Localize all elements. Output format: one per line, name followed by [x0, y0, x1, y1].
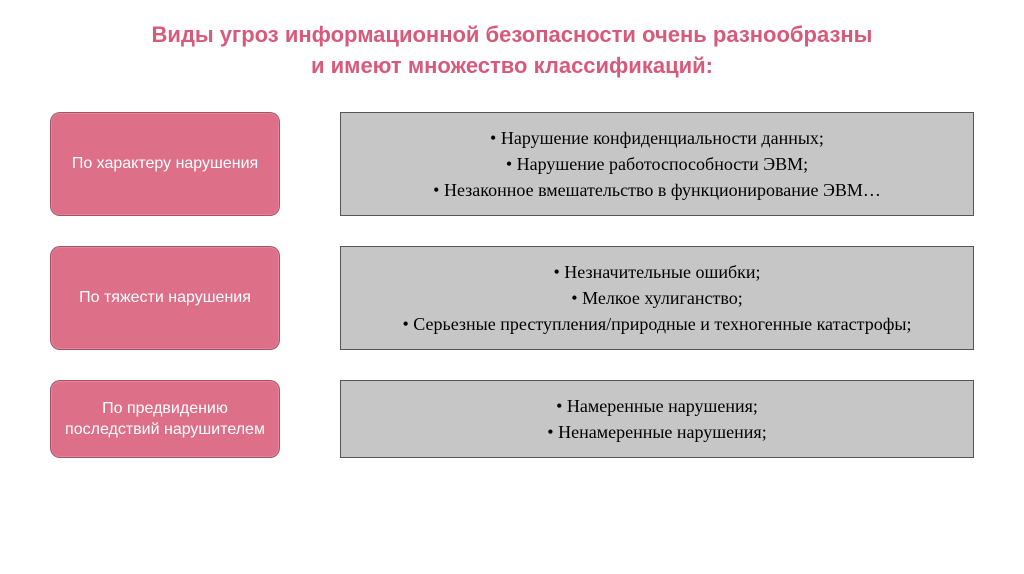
classification-row: По тяжести нарушения Незначительные ошиб…: [50, 246, 974, 350]
category-box: По предвидению последствий нарушителем: [50, 380, 280, 458]
category-label: По тяжести нарушения: [79, 287, 251, 309]
details-item: Нарушение конфиденциальности данных;: [361, 125, 953, 151]
category-box: По тяжести нарушения: [50, 246, 280, 350]
title-line1: Виды угроз информационной безопасности о…: [152, 22, 873, 47]
details-item: Нарушение работоспособности ЭВМ;: [361, 151, 953, 177]
details-box: Намеренные нарушения; Ненамеренные наруш…: [340, 380, 974, 458]
details-box: Незначительные ошибки; Мелкое хулиганств…: [340, 246, 974, 350]
category-label: По предвидению последствий нарушителем: [61, 398, 269, 441]
category-label: По характеру нарушения: [72, 153, 258, 175]
classification-row: По предвидению последствий нарушителем Н…: [50, 380, 974, 458]
details-box: Нарушение конфиденциальности данных; Нар…: [340, 112, 974, 216]
details-item: Мелкое хулиганство;: [361, 285, 953, 311]
classification-row: По характеру нарушения Нарушение конфиде…: [50, 112, 974, 216]
details-list: Незначительные ошибки; Мелкое хулиганств…: [361, 259, 953, 337]
details-item: Незначительные ошибки;: [361, 259, 953, 285]
details-item: Намеренные нарушения;: [361, 393, 953, 419]
details-list: Нарушение конфиденциальности данных; Нар…: [361, 125, 953, 203]
details-item: Незаконное вмешательство в функционирова…: [361, 177, 953, 203]
classification-rows: По характеру нарушения Нарушение конфиде…: [50, 112, 974, 459]
category-box: По характеру нарушения: [50, 112, 280, 216]
details-item: Серьезные преступления/природные и техно…: [361, 311, 953, 337]
details-list: Намеренные нарушения; Ненамеренные наруш…: [361, 393, 953, 445]
title-line2: и имеют множество классификаций:: [311, 53, 713, 78]
page-title: Виды угроз информационной безопасности о…: [50, 20, 974, 82]
details-item: Ненамеренные нарушения;: [361, 419, 953, 445]
